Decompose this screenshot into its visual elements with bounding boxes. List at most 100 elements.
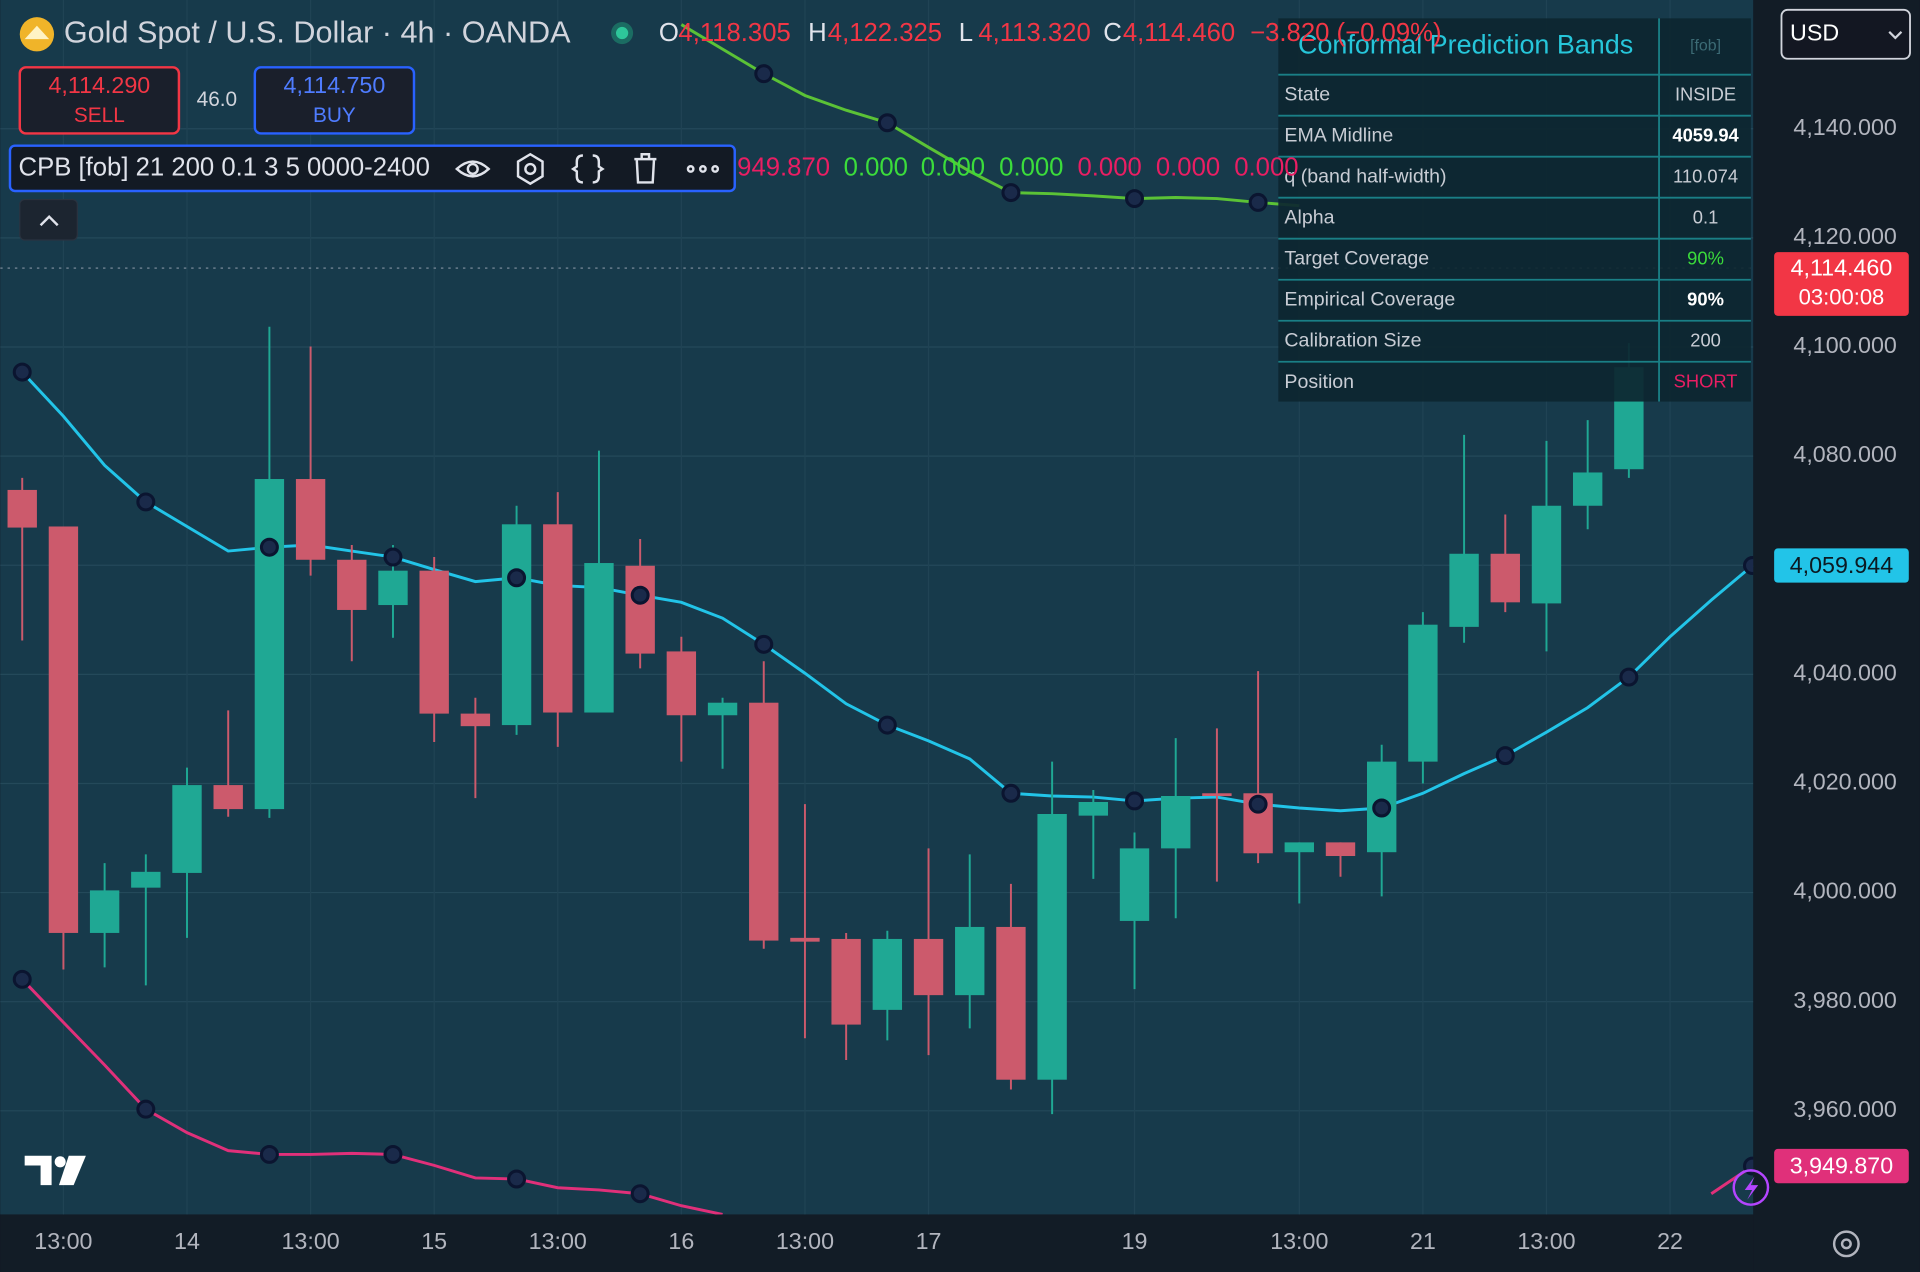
y-tick-label: 4,040.000 (1793, 659, 1897, 685)
band-dot (877, 113, 897, 133)
table-value: INSIDE (1675, 83, 1736, 104)
candle-body (337, 559, 367, 610)
series-price-tag (1774, 548, 1909, 583)
symbol-title[interactable]: Gold Spot / U.S. Dollar · 4h · OANDA (64, 15, 571, 49)
indicator-legend[interactable] (8, 144, 736, 193)
x-tick-label: 16 (668, 1228, 694, 1254)
candle-body (460, 713, 491, 727)
table-label: Calibration Size (1284, 330, 1421, 352)
ohlc-value: 4,118.305 (678, 19, 790, 47)
time-axis (0, 1214, 1754, 1272)
indicator-value: 949.870 (737, 154, 830, 182)
band-dot (259, 537, 279, 557)
y-tick-label: 4,100.000 (1793, 332, 1897, 358)
candle-body (666, 651, 697, 716)
band-dot (136, 1099, 156, 1119)
logo-glyph (24, 25, 50, 40)
band-dot (12, 969, 32, 989)
x-tick-label: 13:00 (529, 1228, 587, 1254)
band-dot (507, 568, 527, 588)
market-status-dot (615, 26, 629, 40)
indicator-icons (455, 152, 720, 186)
buy-price: 4,114.750 (284, 72, 386, 98)
candle-body (1284, 842, 1314, 853)
band-dot (630, 1184, 650, 1204)
candle-body (7, 489, 37, 528)
currency-selector[interactable] (1780, 8, 1911, 60)
band-dot (383, 547, 403, 567)
sell-button[interactable] (18, 66, 181, 135)
candle-body (955, 926, 985, 996)
chevron-down (1888, 31, 1903, 40)
band-dot (754, 64, 774, 84)
indicator-name: CPB [fob] 21 200 0.1 3 5 0000-2400 (19, 154, 430, 182)
candle-body (625, 565, 655, 654)
settings-icon[interactable] (516, 152, 544, 186)
candle-body (295, 479, 326, 560)
band-line (21, 978, 723, 1215)
table-value: SHORT (1674, 370, 1738, 391)
band-dot (1125, 791, 1145, 811)
collapse-button[interactable] (19, 198, 78, 241)
band-dot (1619, 667, 1639, 687)
candle-body (89, 890, 120, 933)
table-label: Target Coverage (1284, 248, 1429, 270)
table-label: EMA Midline (1284, 125, 1393, 147)
candle-body (48, 526, 79, 933)
candle-body (1408, 624, 1438, 762)
eye-icon[interactable] (455, 160, 491, 178)
plot (0, 23, 1754, 1215)
ohlc-value: 4,114.460 (1123, 19, 1235, 47)
x-tick-label: 15 (421, 1228, 447, 1254)
band-dot (383, 1144, 403, 1164)
series-price-label: 3,949.870 (1790, 1152, 1894, 1178)
x-tick-label: 13:00 (1270, 1228, 1328, 1254)
indicator-value: 0.000 (1156, 154, 1220, 182)
candle-body (1572, 472, 1603, 506)
candle-body (1078, 802, 1109, 816)
table-value: 90% (1687, 247, 1724, 268)
indicator-value: 0.000 (1078, 154, 1142, 182)
ohlc-key: H (808, 19, 827, 47)
last-price-label: 4,114.460 (1791, 254, 1893, 280)
sell-label: SELL (74, 104, 125, 127)
candle-body (1531, 505, 1562, 604)
price-change: −3.820 (−0.09%) (1250, 19, 1441, 47)
indicator-value: 0.000 (1234, 154, 1298, 182)
y-tick-label: 4,000.000 (1793, 878, 1897, 904)
more-dot (698, 165, 707, 173)
indicator-values: 949.870 0.000 0.000 0.000 0.000 0.000 0.000 (737, 154, 1298, 182)
x-tick-label: 13:00 (282, 1228, 340, 1254)
candle-body (1325, 842, 1356, 857)
settings-gear[interactable] (1832, 1230, 1860, 1258)
alert-glyph (1744, 1176, 1759, 1200)
series-price-label: 4,059.944 (1790, 552, 1894, 578)
band-line (680, 23, 1300, 208)
settings-core (524, 162, 537, 176)
tv-logo (24, 1155, 86, 1186)
more-dot[interactable] (686, 165, 695, 173)
candle-body (543, 524, 573, 713)
band-dot (1248, 192, 1268, 212)
buy-button[interactable] (253, 66, 416, 135)
band-dot (754, 634, 774, 654)
table-value: 110.074 (1673, 165, 1738, 186)
candle-body (584, 563, 614, 713)
y-tick-label: 3,980.000 (1793, 987, 1897, 1013)
x-tick-label: 13:00 (776, 1228, 834, 1254)
source-icon[interactable] (570, 154, 605, 184)
y-tick-label: 4,020.000 (1793, 769, 1897, 795)
delete-icon[interactable] (634, 153, 657, 184)
buy-label: BUY (313, 104, 356, 127)
series-price-tag (1774, 1148, 1909, 1184)
band-dot (1372, 798, 1392, 818)
alert-icon[interactable] (1732, 1169, 1770, 1206)
ohlc-legend: O 4,118.305 H 4,122.325 L 4,113.320 C 4,114.460 (659, 19, 1235, 47)
overlay: Conformal Prediction Bands [fob] State INSI… (1278, 18, 1751, 402)
table-label: Alpha (1284, 207, 1334, 229)
candle-body (213, 785, 243, 810)
info-table (1278, 18, 1751, 402)
bar-countdown: 03:00:08 (1799, 285, 1885, 310)
band-dot (630, 585, 650, 605)
